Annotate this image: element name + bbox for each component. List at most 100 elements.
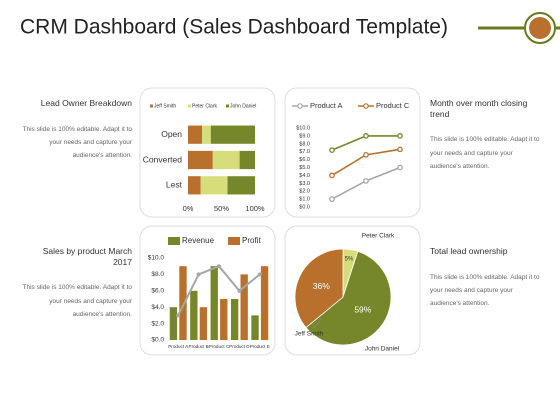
bar-segment — [188, 176, 201, 195]
y-tick-label: $6.0 — [151, 288, 164, 295]
bar — [251, 315, 259, 340]
slide-title: CRM Dashboard (Sales Dashboard Template) — [20, 16, 448, 39]
y-tick-label: $4.0 — [299, 173, 310, 179]
caption-body: This slide is 100% editable. Adapt it to… — [22, 284, 132, 318]
legend-swatch — [363, 103, 369, 109]
line-point — [363, 178, 369, 184]
bar — [169, 307, 178, 340]
y-tick-label: Lest — [166, 180, 183, 190]
y-tick-label: $6.0 — [299, 157, 310, 163]
caption-body: This slide is 100% editable. Adapt it to… — [430, 273, 540, 308]
line-point — [329, 172, 335, 179]
y-tick-label: $0.0 — [299, 204, 310, 210]
line-point — [329, 196, 335, 202]
x-tick-label: 50% — [214, 204, 229, 213]
caption: Lead Owner Breakdown This slide is 100% e… — [22, 98, 132, 163]
bar-segment — [227, 176, 255, 195]
bar-segment — [202, 125, 211, 144]
line-point — [237, 288, 242, 293]
bar-segment — [239, 150, 255, 170]
caption-body: This slide is 100% editable. Adapt it to… — [22, 125, 132, 160]
bar — [190, 290, 198, 340]
caption-heading: Total lead ownership — [430, 246, 508, 256]
caption: Total lead ownership This slide is 100% e… — [430, 246, 540, 311]
line-point — [363, 152, 369, 158]
y-tick-label: $7.0 — [299, 149, 310, 155]
pie-value-label: 36% — [313, 281, 330, 291]
y-tick-label: Open — [161, 129, 182, 139]
y-tick-label: $10.0 — [296, 125, 310, 131]
legend-swatch — [168, 237, 180, 245]
bar — [220, 299, 228, 340]
y-tick-label: $2.0 — [299, 189, 310, 195]
bar — [199, 307, 208, 340]
y-tick-label: $9.0 — [299, 133, 310, 139]
x-tick-label: Product C — [209, 344, 230, 349]
bar-segment — [188, 125, 203, 144]
legend-label: Revenue — [182, 236, 215, 245]
bar-segment — [188, 150, 213, 170]
caption-heading: Month over month closing trend — [430, 98, 528, 119]
y-tick-label: $4.0 — [151, 304, 164, 311]
y-tick-label: Converted — [143, 154, 182, 164]
line-point — [329, 147, 335, 153]
pie-category-label: John Daniel — [365, 346, 400, 353]
panel — [284, 87, 421, 218]
legend-label: Product C — [376, 101, 410, 110]
bar — [179, 266, 187, 340]
y-tick-label: $2.0 — [151, 320, 164, 327]
pie-slice — [305, 250, 392, 346]
legend-swatch — [226, 104, 229, 108]
legend-swatch — [297, 103, 303, 109]
pie-value-label: 59% — [354, 305, 371, 315]
bar — [240, 274, 248, 340]
legend-swatch — [150, 104, 153, 108]
y-tick-label: $8.0 — [151, 271, 164, 278]
title-ornament-dot — [529, 17, 551, 39]
x-tick-label: 0% — [183, 204, 194, 213]
y-tick-label: $0.0 — [151, 337, 164, 344]
line-point — [397, 133, 403, 139]
legend-label: Product A — [310, 101, 343, 110]
bar-segment — [212, 150, 240, 170]
caption: Sales by product March 2017 This slide is… — [22, 246, 132, 321]
legend-label: John Daniel — [230, 103, 256, 109]
pie-category-label: Peter Clark — [362, 233, 395, 240]
legend-label: Peter Clark — [192, 103, 218, 109]
line-point — [176, 313, 181, 318]
legend-swatch — [228, 237, 240, 245]
leader-line — [312, 317, 323, 330]
legend-swatch — [188, 104, 191, 108]
x-tick-label: Product D — [229, 344, 250, 349]
x-tick-label: 100% — [245, 204, 265, 213]
line-point — [217, 264, 221, 269]
caption-heading: Lead Owner Breakdown — [40, 98, 132, 108]
bar — [260, 266, 269, 340]
caption: Month over month closing trend This slide… — [430, 98, 540, 173]
y-tick-label: $10.0 — [148, 255, 165, 262]
x-tick-label: Product A — [168, 344, 189, 349]
y-tick-label: $8.0 — [299, 141, 310, 147]
line-point — [363, 133, 369, 139]
line-point — [257, 272, 262, 277]
x-tick-label: Product B — [189, 344, 209, 349]
legend-label: Jeff Smith — [154, 103, 176, 109]
y-tick-label: $1.0 — [299, 197, 310, 203]
line-point — [397, 146, 403, 153]
y-tick-label: $3.0 — [299, 181, 310, 187]
y-tick-label: $5.0 — [299, 165, 310, 171]
pie-category-label: Jeff Smith — [295, 331, 324, 338]
line-point — [196, 272, 201, 277]
caption-body: This slide is 100% editable. Adapt it to… — [430, 136, 540, 170]
line-point — [397, 164, 403, 171]
pie-value-label: 5% — [345, 257, 354, 263]
pie-slice — [294, 248, 344, 329]
legend-label: Profit — [242, 236, 261, 245]
bar-segment — [210, 125, 255, 144]
bar — [210, 266, 218, 340]
bar — [230, 299, 239, 340]
caption-heading: Sales by product March 2017 — [42, 246, 132, 267]
bar-segment — [200, 176, 228, 195]
